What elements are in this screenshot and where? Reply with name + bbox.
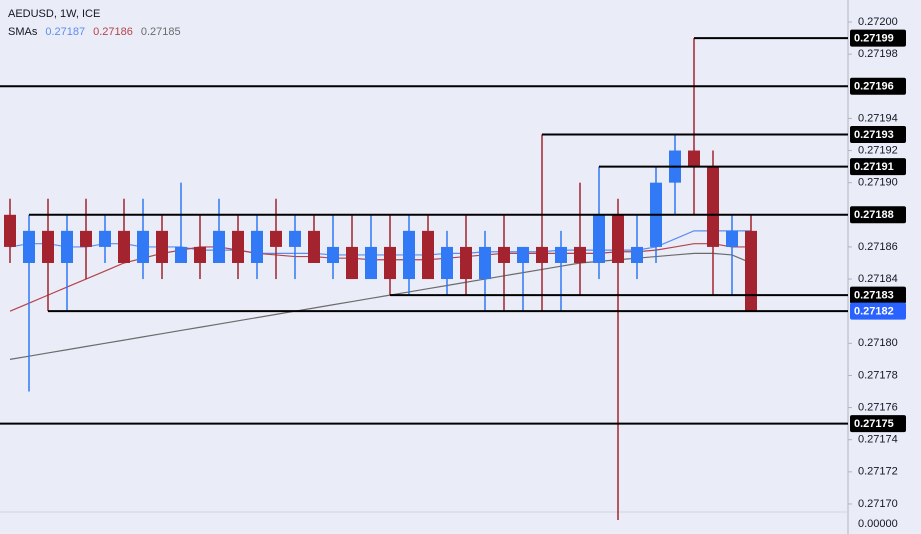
y-tick-label: 0.27180 — [858, 337, 898, 349]
candle-body — [479, 246, 491, 280]
level-label-box — [850, 125, 906, 143]
candle-body — [137, 230, 149, 263]
candle-body — [745, 230, 757, 312]
sma-line — [9, 243, 751, 312]
level-label: 0.27196 — [854, 81, 894, 93]
marks — [4, 38, 757, 521]
level-label: 0.27199 — [854, 32, 894, 44]
candle-body — [23, 230, 35, 263]
level-label-box — [850, 158, 906, 176]
sma-title: SMAs — [8, 26, 38, 38]
candle-body — [99, 230, 111, 247]
y-tick-label: 0.27200 — [858, 16, 898, 28]
y-tick-label: 0.27186 — [858, 241, 898, 253]
candle-body — [441, 246, 453, 280]
sma-value: 0.27185 — [141, 26, 181, 38]
candle-body — [707, 166, 719, 247]
candle-body — [517, 246, 529, 263]
candle-body — [612, 214, 624, 263]
candle-body — [346, 246, 358, 280]
candle-body — [194, 246, 206, 263]
level-label-box — [850, 302, 906, 320]
level-label: 0.27175 — [854, 418, 894, 430]
y-tick-label: 0.27170 — [858, 498, 898, 510]
candle-body — [289, 230, 301, 247]
labels: 0.27200 0.27198 0.27194 0.27192 0.27190 0.271… — [0, 16, 906, 510]
sma-line — [9, 252, 752, 360]
candle-body — [327, 246, 339, 263]
candle-body — [726, 230, 738, 247]
level-label: 0.27188 — [854, 209, 894, 221]
level-label: 0.27182 — [854, 306, 894, 318]
candle-body — [308, 230, 320, 263]
candle-body — [80, 230, 92, 247]
level-label: 0.27193 — [854, 129, 894, 141]
candle-body — [536, 246, 548, 263]
level-label-box — [850, 415, 906, 433]
candle-body — [270, 230, 282, 247]
y-tick-label: 0.27198 — [858, 48, 898, 60]
candle-body — [460, 246, 472, 280]
level-label-box — [850, 206, 906, 224]
candle-body — [555, 246, 567, 263]
y-tick-label: 0.27172 — [858, 466, 898, 478]
y-tick-label: 0.27190 — [858, 177, 898, 189]
level-label-box — [850, 77, 906, 95]
y-tick-label: 0.27178 — [858, 369, 898, 381]
sma-line — [9, 230, 751, 256]
candle-body — [403, 230, 415, 280]
bottom-label: 0.00000 — [858, 518, 898, 530]
candle-body — [213, 230, 225, 263]
level-label: 0.27183 — [854, 290, 894, 302]
candle-body — [4, 214, 16, 247]
candle-body — [593, 214, 605, 263]
candle-body — [631, 246, 643, 263]
y-tick-label: 0.27192 — [858, 144, 898, 156]
candle-body — [498, 246, 510, 263]
candle-body — [251, 230, 263, 263]
candle-body — [384, 246, 396, 280]
y-tick-label: 0.27174 — [858, 434, 898, 446]
candle-body — [422, 230, 434, 280]
sma-value: 0.27186 — [93, 26, 133, 38]
y-tick-label: 0.27176 — [858, 401, 898, 413]
candle-body — [688, 150, 700, 167]
candle-body — [175, 246, 187, 263]
candle-body — [42, 230, 54, 263]
candle-body — [118, 230, 130, 263]
candle-body — [156, 230, 168, 263]
y-tick-label: 0.27184 — [858, 273, 898, 285]
candle-body — [232, 230, 244, 263]
level-label: 0.27191 — [854, 161, 894, 173]
level-label-box — [850, 286, 906, 304]
candle-body — [61, 230, 73, 263]
sma-value: 0.27187 — [45, 26, 85, 38]
candle-body — [365, 246, 377, 280]
chart-title: AEDUSD, 1W, ICE — [8, 8, 100, 20]
y-tick-label: 0.27194 — [858, 112, 898, 124]
level-label-box — [850, 29, 906, 47]
candle-body — [574, 246, 586, 263]
